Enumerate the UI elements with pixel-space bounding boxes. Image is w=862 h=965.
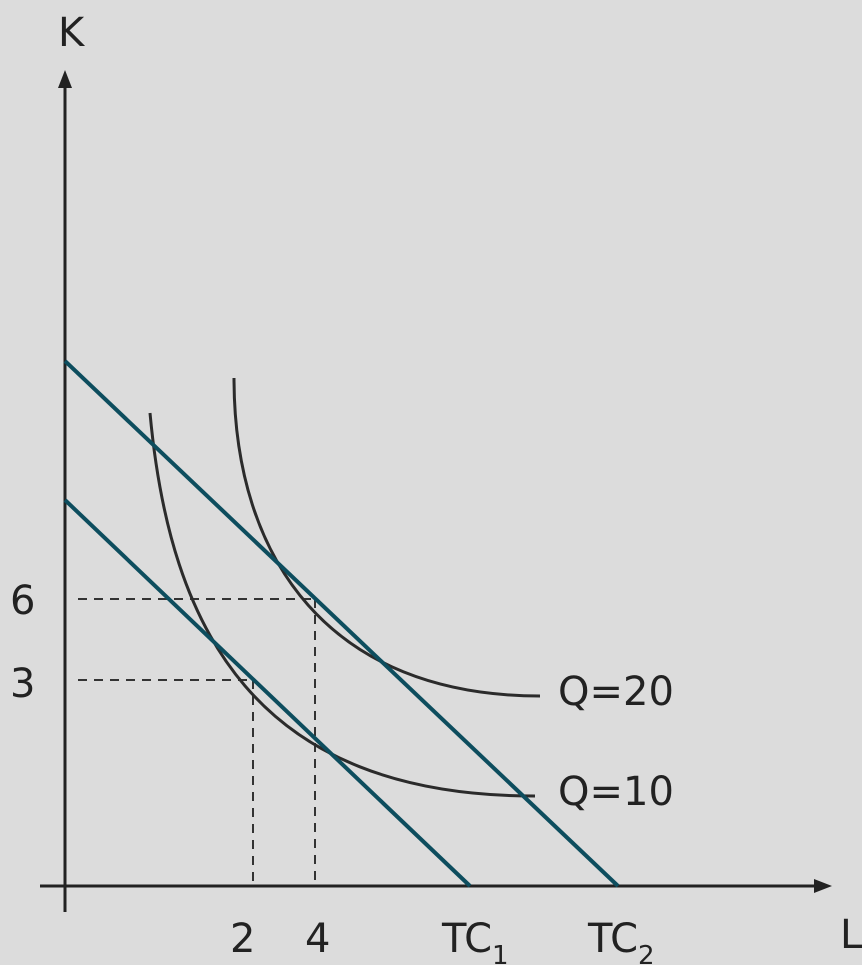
isocost-tc2-label-main: TC [587,916,638,962]
isocost-tc1-label-sub: 1 [492,941,509,965]
x-axis-arrow [814,879,832,893]
isoquant-q10 [148,412,536,798]
isocost-tc1 [63,498,472,888]
x-tick-4: 4 [305,916,330,962]
isocost-tc2-label-sub: 2 [638,941,655,965]
guide-lines [78,598,316,886]
isoquant-q10-label: Q=10 [558,769,674,815]
isocost-tc2-label: TC2 [587,916,655,965]
isocost-tc1-label: TC1 [441,916,509,965]
isoquant-q20-label: Q=20 [558,669,674,715]
y-tick-6: 6 [10,578,35,624]
isoquant-q20 [232,377,541,698]
y-tick-3: 3 [10,661,35,707]
y-axis-label: K [58,10,86,56]
x-axis-label: L [840,912,862,958]
isocost-tc2 [63,359,620,888]
y-axis-arrow [58,70,72,88]
x-tick-2: 2 [230,916,255,962]
isocost-tc1-label-main: TC [441,916,492,962]
